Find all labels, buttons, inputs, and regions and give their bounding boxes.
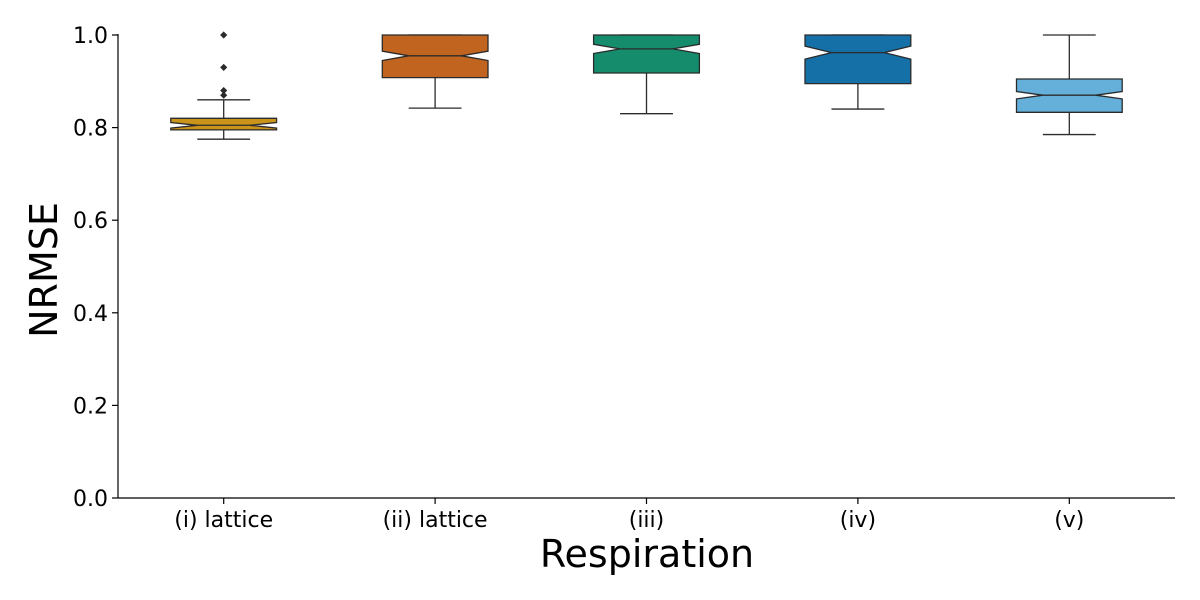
y-tick-label: 0.8	[73, 117, 108, 142]
plot-area	[170, 31, 1123, 140]
y-tick-label: 0.4	[73, 302, 108, 327]
x-ticks: (i) lattice (ii) lattice (iii) (iv) (v)	[174, 498, 1084, 533]
y-tick-label: 0.6	[73, 209, 108, 234]
y-axis-title: NRMSE	[22, 202, 66, 338]
outlier-point	[220, 91, 228, 99]
x-tick-label: (iii)	[629, 508, 665, 533]
y-ticks: 0.0 0.2 0.4 0.6 0.8 1.0	[73, 24, 118, 512]
x-axis-title: Respiration	[540, 532, 754, 576]
box-group	[170, 31, 278, 140]
box-group	[592, 34, 701, 115]
y-tick-label: 0.2	[73, 394, 108, 419]
outlier-point	[220, 63, 228, 71]
y-tick-label: 1.0	[73, 24, 108, 49]
box-group	[381, 34, 489, 109]
box-body	[804, 34, 912, 85]
box-body	[170, 117, 278, 131]
x-tick-label: (ii) lattice	[383, 508, 488, 533]
x-tick-label: (iv)	[840, 508, 876, 533]
x-tick-label: (i) lattice	[174, 508, 273, 533]
y-tick-label: 0.0	[73, 487, 108, 512]
box-group	[1015, 34, 1123, 136]
outlier-point	[220, 31, 228, 39]
box-body	[592, 34, 701, 74]
x-tick-label: (v)	[1054, 508, 1084, 533]
outlier-point	[220, 86, 228, 95]
box-group	[804, 34, 912, 110]
